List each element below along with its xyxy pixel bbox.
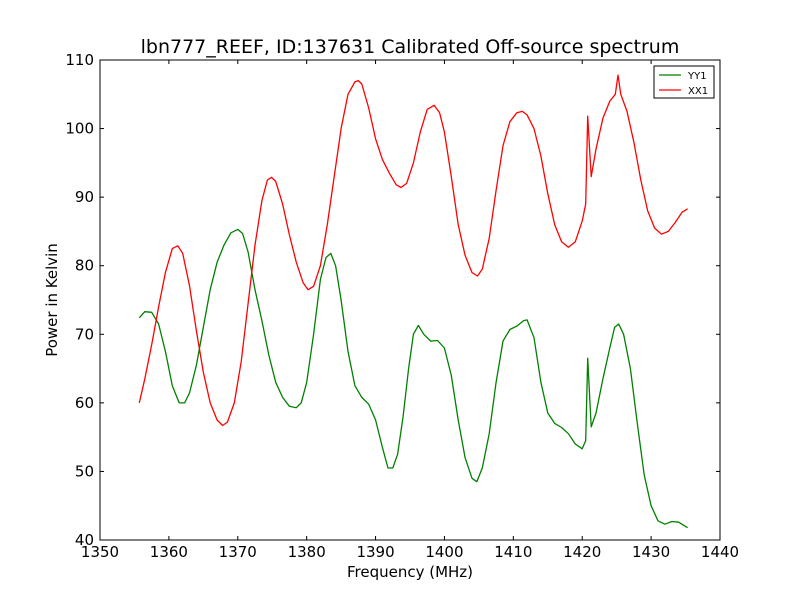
x-tick-label: 1440 bbox=[701, 543, 739, 561]
y-axis-ticks: 40 50 60 70 80 90 100 110 bbox=[65, 51, 720, 549]
x-axis-label: Frequency (MHz) bbox=[347, 563, 473, 581]
y-tick-label: 110 bbox=[65, 51, 94, 69]
x-tick-label: 1370 bbox=[219, 543, 257, 561]
x-tick-label: 1410 bbox=[494, 543, 532, 561]
chart-title: lbn777_REEF, ID:137631 Calibrated Off-so… bbox=[141, 36, 680, 58]
x-tick-label: 1400 bbox=[425, 543, 463, 561]
x-axis-ticks: 1350 1360 1370 1380 1390 1400 1410 1420 1430 1440 bbox=[81, 60, 739, 561]
legend-box bbox=[653, 65, 715, 99]
y-tick-label: 40 bbox=[75, 531, 94, 549]
legend: YY1 XX1 bbox=[653, 65, 715, 99]
y-tick-label: 60 bbox=[75, 394, 94, 412]
y-axis-label: Power in Kelvin bbox=[43, 243, 61, 357]
series-layer bbox=[138, 74, 688, 529]
y-tick-label: 50 bbox=[75, 462, 94, 480]
x-tick-label: 1390 bbox=[356, 543, 394, 561]
series-line-yy1 bbox=[138, 228, 688, 529]
y-tick-label: 70 bbox=[75, 325, 94, 343]
series-line-xx1 bbox=[138, 74, 688, 427]
plot-area bbox=[99, 59, 721, 541]
legend-label-xx1: XX1 bbox=[688, 86, 708, 97]
x-tick-label: 1350 bbox=[81, 543, 119, 561]
x-tick-label: 1420 bbox=[563, 543, 601, 561]
legend-label-yy1: YY1 bbox=[687, 71, 707, 82]
x-tick-label: 1360 bbox=[150, 543, 188, 561]
y-tick-label: 90 bbox=[75, 188, 94, 206]
x-tick-label: 1430 bbox=[632, 543, 670, 561]
x-tick-label: 1380 bbox=[288, 543, 326, 561]
y-tick-label: 80 bbox=[75, 257, 94, 275]
y-tick-label: 100 bbox=[65, 120, 94, 138]
